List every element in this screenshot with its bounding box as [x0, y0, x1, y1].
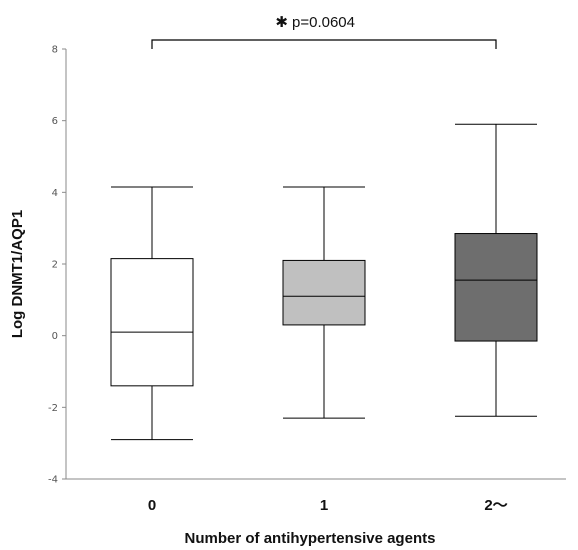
significance-bracket [151, 39, 497, 49]
x-category-label: 1 [320, 497, 328, 514]
y-tick-label: 4 [52, 188, 58, 199]
box-2 [282, 186, 366, 419]
axes-group: -4 -2 0 2 4 6 8 [48, 45, 566, 486]
significance-star: ✱ [275, 14, 288, 31]
y-tick-label: -4 [48, 475, 58, 486]
y-tick-label: 8 [52, 45, 58, 56]
x-category-label: 2〜 [484, 497, 507, 514]
x-category-label: 0 [148, 497, 156, 514]
significance-annotation: ✱ p=0.0604 [151, 14, 497, 49]
iqr-box [282, 259, 366, 326]
box-1 [110, 186, 194, 441]
y-tick-label: 0 [52, 331, 58, 342]
box-3 [454, 123, 538, 417]
p-value-label: p=0.0604 [292, 14, 355, 31]
y-tick-label: 2 [52, 260, 58, 271]
x-axis-title: Number of antihypertensive agents [185, 530, 436, 547]
boxes-group [110, 123, 538, 441]
y-tick-label: -2 [48, 403, 58, 414]
y-axis-title: Log DNMT1/AQP1 [9, 210, 26, 338]
iqr-box [454, 233, 538, 342]
y-tick-label: 6 [52, 116, 58, 127]
iqr-box [110, 258, 194, 387]
category-labels: 0 1 2〜 [148, 497, 508, 514]
